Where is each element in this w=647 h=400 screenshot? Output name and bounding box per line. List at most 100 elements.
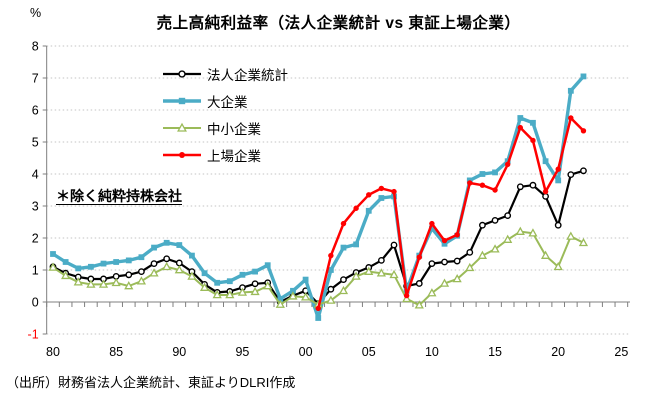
marker-dot [479,182,486,188]
marker-dot [353,205,359,211]
marker-square [580,73,587,80]
marker-dot [580,128,587,134]
marker-square [378,195,385,201]
marker-circle [441,258,448,266]
marker-dot [429,220,435,227]
marker-square [315,315,322,321]
marker-square [302,276,309,283]
marker-triangle [490,244,500,253]
marker-triangle [528,228,538,237]
marker-triangle [427,288,437,297]
marker-triangle [250,286,260,296]
marker-triangle [48,262,58,271]
marker-dot [315,305,321,312]
marker-square [365,207,372,214]
marker-square [125,257,132,264]
marker-triangle [364,266,374,275]
marker-dot [530,137,536,144]
x-tick-label: 80 [46,345,60,359]
marker-dot [542,188,549,195]
y-tick-label: 8 [32,40,39,54]
marker-circle [377,256,385,264]
x-tick-label: 10 [425,345,439,359]
marker-square [239,271,246,278]
footnote-annotation: ＊除く純粋持株会社 [56,188,182,204]
marker-square [492,169,498,176]
marker-square [252,268,258,275]
marker-dot [416,254,422,260]
marker-square [479,171,486,177]
marker-triangle [61,270,71,280]
marker-square [75,265,82,272]
marker-triangle [351,271,361,280]
marker-triangle [477,250,488,259]
marker-circle [516,183,524,191]
x-tick-label: 00 [299,345,313,359]
marker-triangle [162,261,172,271]
marker-triangle [86,279,96,288]
marker-square [201,270,208,277]
marker-square [340,244,347,251]
marker-circle [542,192,549,200]
y-tick-label: -1 [28,328,39,342]
legend-line-circle-icon [163,69,201,78]
marker-dot [504,161,511,168]
marker-circle [567,171,575,179]
y-tick-label: 7 [32,72,39,86]
marker-circle [327,285,335,293]
marker-square [62,259,69,265]
y-axis-unit-label: % [30,6,42,20]
marker-dot [467,180,473,186]
x-tick-label: 15 [488,345,502,359]
marker-triangle [566,231,576,240]
marker-triangle [326,295,336,304]
marker-triangle [225,290,235,299]
y-tick-label: 0 [32,296,39,310]
marker-triangle [212,290,222,299]
marker-circle [175,259,183,267]
x-tick-label: 25 [614,345,628,359]
marker-dot [378,185,385,192]
legend-item-chushoukigyou: 中小企業 [162,114,288,141]
marker-triangle [515,226,525,235]
marker-square [517,115,524,121]
marker-circle [390,241,398,249]
y-tick-label: 6 [32,104,39,118]
marker-triangle [237,287,248,296]
marker-circle [251,280,259,288]
series-line-上場企業 [316,116,585,310]
marker-square [151,244,157,251]
marker-square [555,177,562,184]
y-tick-label: 5 [32,136,39,150]
marker-triangle [149,268,159,277]
marker-circle [340,276,347,283]
marker-triangle [98,279,109,288]
marker-triangle [177,122,187,132]
marker-square [542,158,549,165]
marker-dot [454,232,460,238]
marker-dot [366,192,372,198]
marker-circle [554,221,562,229]
chart-title: 売上高純利益率（法人企業統計 vs 東証上場企業） [156,15,521,32]
marker-square [50,251,56,257]
marker-triangle [263,281,273,290]
marker-square [87,263,94,270]
marker-triangle [338,285,349,295]
marker-square [290,287,296,294]
x-tick-label: 85 [109,345,123,359]
marker-triangle [288,291,298,300]
marker-triangle [73,277,83,286]
x-tick-label: 90 [172,345,186,359]
marker-triangle [540,250,551,259]
marker-dot [391,188,397,195]
marker-dot [340,220,347,227]
marker-triangle [124,281,134,290]
marker-triangle [199,282,210,291]
marker-circle [163,255,171,263]
y-tick-label: 2 [32,232,39,246]
marker-square [214,279,221,286]
marker-dot [179,151,185,158]
legend: 法人企業統計 大企業 中小企業 上場企業 [162,60,288,168]
marker-triangle [111,277,121,287]
